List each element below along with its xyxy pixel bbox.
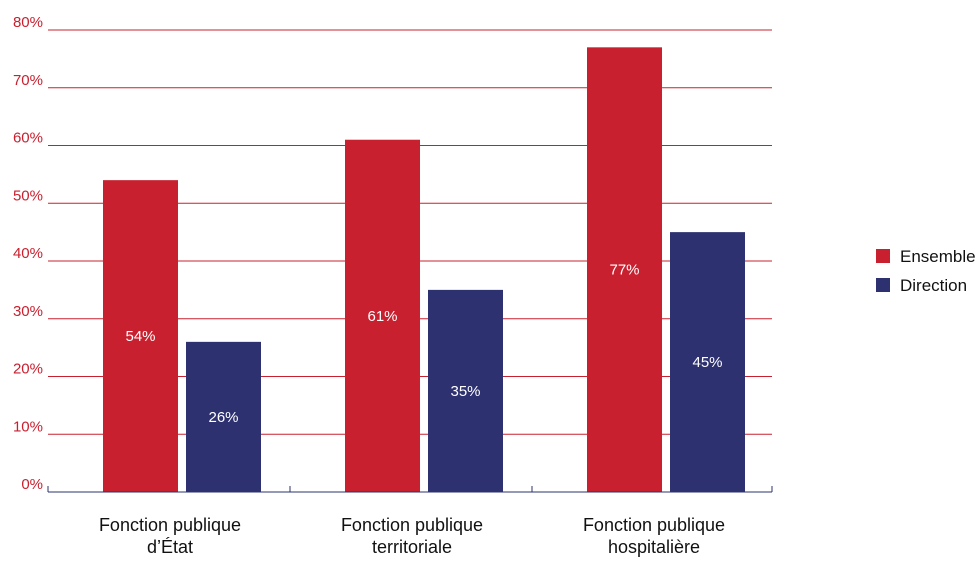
- bar-value-label-direction-2: 45%: [692, 354, 722, 371]
- category-label-line: hospitalière: [608, 537, 700, 557]
- y-tick-label-60: 60%: [13, 130, 43, 147]
- legend-label-direction: Direction: [900, 276, 967, 295]
- legend: Ensemble Direction: [876, 247, 976, 295]
- y-tick-label-0: 0%: [21, 476, 43, 493]
- bar-value-label-ensemble-2: 77%: [609, 262, 639, 279]
- bar-value-label-ensemble-1: 61%: [367, 308, 397, 325]
- category-label-line: Fonction publique: [99, 515, 241, 535]
- bar-value-label-direction-1: 35%: [450, 383, 480, 400]
- category-label-2: Fonction publique hospitalière: [583, 515, 725, 557]
- y-tick-label-30: 30%: [13, 303, 43, 320]
- category-label-line: d’État: [147, 537, 193, 557]
- category-label-line: Fonction publique: [341, 515, 483, 535]
- y-tick-label-40: 40%: [13, 245, 43, 262]
- legend-label-ensemble: Ensemble: [900, 247, 976, 266]
- y-axis-ticks: 0% 10% 20% 30% 40% 50% 60% 70% 80%: [13, 14, 43, 493]
- bar-value-label-ensemble-0: 54%: [125, 328, 155, 345]
- legend-swatch-ensemble: [876, 249, 890, 263]
- y-tick-label-20: 20%: [13, 361, 43, 378]
- bars: 54% 26% 61% 35% 77% 45%: [103, 47, 745, 492]
- category-label-1: Fonction publique territoriale: [341, 515, 483, 557]
- category-label-line: territoriale: [372, 537, 452, 557]
- category-label-0: Fonction publique d’État: [99, 515, 241, 557]
- bar-value-label-direction-0: 26%: [208, 409, 238, 426]
- y-tick-label-50: 50%: [13, 187, 43, 204]
- y-tick-label-10: 10%: [13, 418, 43, 435]
- legend-swatch-direction: [876, 278, 890, 292]
- y-tick-label-70: 70%: [13, 72, 43, 89]
- category-label-line: Fonction publique: [583, 515, 725, 535]
- y-tick-label-80: 80%: [13, 14, 43, 31]
